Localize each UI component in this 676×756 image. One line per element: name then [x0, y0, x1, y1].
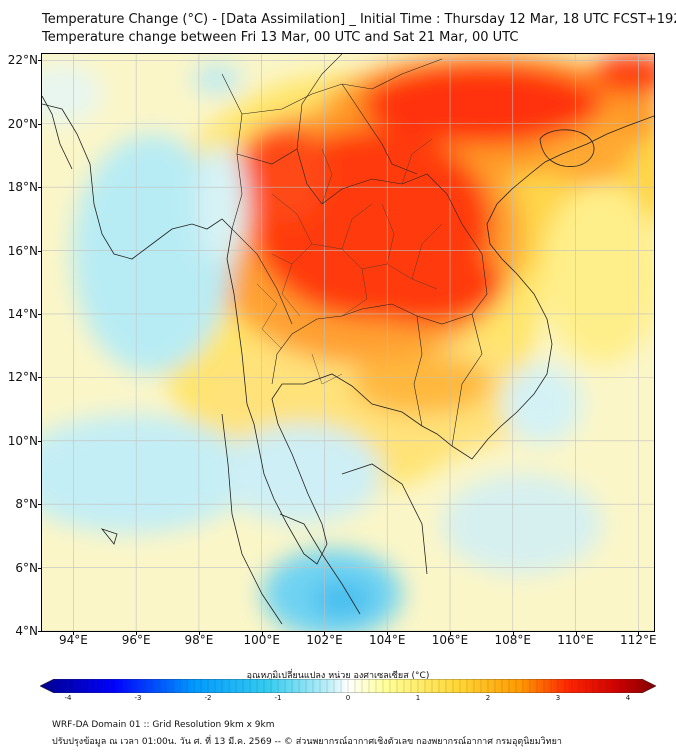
- lat-tick-mark: [38, 440, 42, 442]
- lat-tick-label: 16°N: [7, 243, 38, 258]
- lon-tick-mark: [324, 631, 326, 635]
- lat-tick-label: 4°N: [15, 624, 38, 638]
- lat-tick-label: 6°N: [15, 560, 38, 575]
- lon-tick-mark: [73, 631, 75, 635]
- lat-tick-mark: [38, 313, 42, 315]
- colorbar-tick-label: -4: [64, 694, 72, 702]
- lon-tick-label: 110°E: [557, 633, 594, 647]
- lon-tick-label: 94°E: [58, 633, 88, 647]
- province-borders: [256, 138, 443, 385]
- lon-tick-label: 98°E: [184, 633, 214, 647]
- lat-tick-mark: [38, 504, 42, 506]
- colorbar-label: อุณหภูมิเปลี่ยนแปลง หน่วย องศาเซลเซียส (…: [246, 671, 430, 681]
- lat-tick-label: 8°N: [15, 497, 38, 512]
- coastlines: [42, 95, 654, 625]
- lon-tick-mark: [136, 631, 138, 635]
- lat-tick-mark: [38, 60, 42, 62]
- lat-tick-mark: [38, 123, 42, 125]
- lon-tick-label: 96°E: [121, 633, 151, 647]
- colorbar-tick-label: 0: [345, 694, 351, 702]
- lat-tick-mark: [38, 250, 42, 252]
- lon-tick-label: 104°E: [368, 633, 406, 647]
- lat-tick-mark: [38, 567, 42, 569]
- lat-tick-label: 22°N: [7, 53, 38, 68]
- colorbar-tick-label: -1: [274, 694, 282, 702]
- footer-model-info: WRF-DA Domain 01 :: Grid Resolution 9km …: [52, 720, 275, 730]
- lon-tick-label: 112°E: [620, 633, 657, 647]
- lat-tick-label: 10°N: [7, 433, 38, 448]
- colorbar-tick-label: 3: [555, 694, 561, 702]
- lon-tick-mark: [512, 631, 514, 635]
- lat-tick-mark: [38, 631, 42, 632]
- chart-title: Temperature Change (°C) - [Data Assimila…: [42, 12, 676, 27]
- lon-tick-mark: [450, 631, 451, 635]
- lon-tick-mark: [198, 631, 200, 635]
- lon-tick-label: 106°E: [431, 633, 469, 647]
- map-gridlines: [42, 54, 654, 631]
- lon-tick-mark: [638, 631, 640, 635]
- chart-subtitle: Temperature change between Fri 13 Mar, 0…: [42, 30, 519, 45]
- lat-tick-label: 18°N: [7, 180, 38, 195]
- lon-tick-label: 100°E: [243, 633, 280, 647]
- lat-tick-label: 14°N: [7, 306, 38, 321]
- lon-tick-label: 102°E: [306, 633, 343, 647]
- lon-tick-mark: [261, 631, 263, 635]
- lat-tick-label: 12°N: [7, 370, 38, 385]
- lon-tick-label: 108°E: [494, 633, 532, 647]
- country-borders: [221, 54, 488, 447]
- lat-tick-label: 20°N: [7, 116, 38, 131]
- colorbar-tick-label: 2: [485, 694, 491, 702]
- footer-credit: ปรับปรุงข้อมูล ณ เวลา 01:00น. วัน ศ. ที่…: [52, 737, 562, 747]
- colorbar-tick-label: -2: [204, 694, 212, 702]
- lon-tick-mark: [387, 631, 389, 635]
- colorbar: [40, 679, 656, 693]
- temperature-change-map[interactable]: [41, 53, 655, 632]
- colorbar-tick-label: 1: [415, 694, 421, 702]
- colorbar-tick-label: 4: [625, 694, 631, 702]
- lat-tick-mark: [38, 377, 42, 379]
- colorbar-tick-label: -3: [134, 694, 142, 702]
- lon-tick-mark: [575, 631, 577, 635]
- lat-tick-mark: [38, 187, 42, 189]
